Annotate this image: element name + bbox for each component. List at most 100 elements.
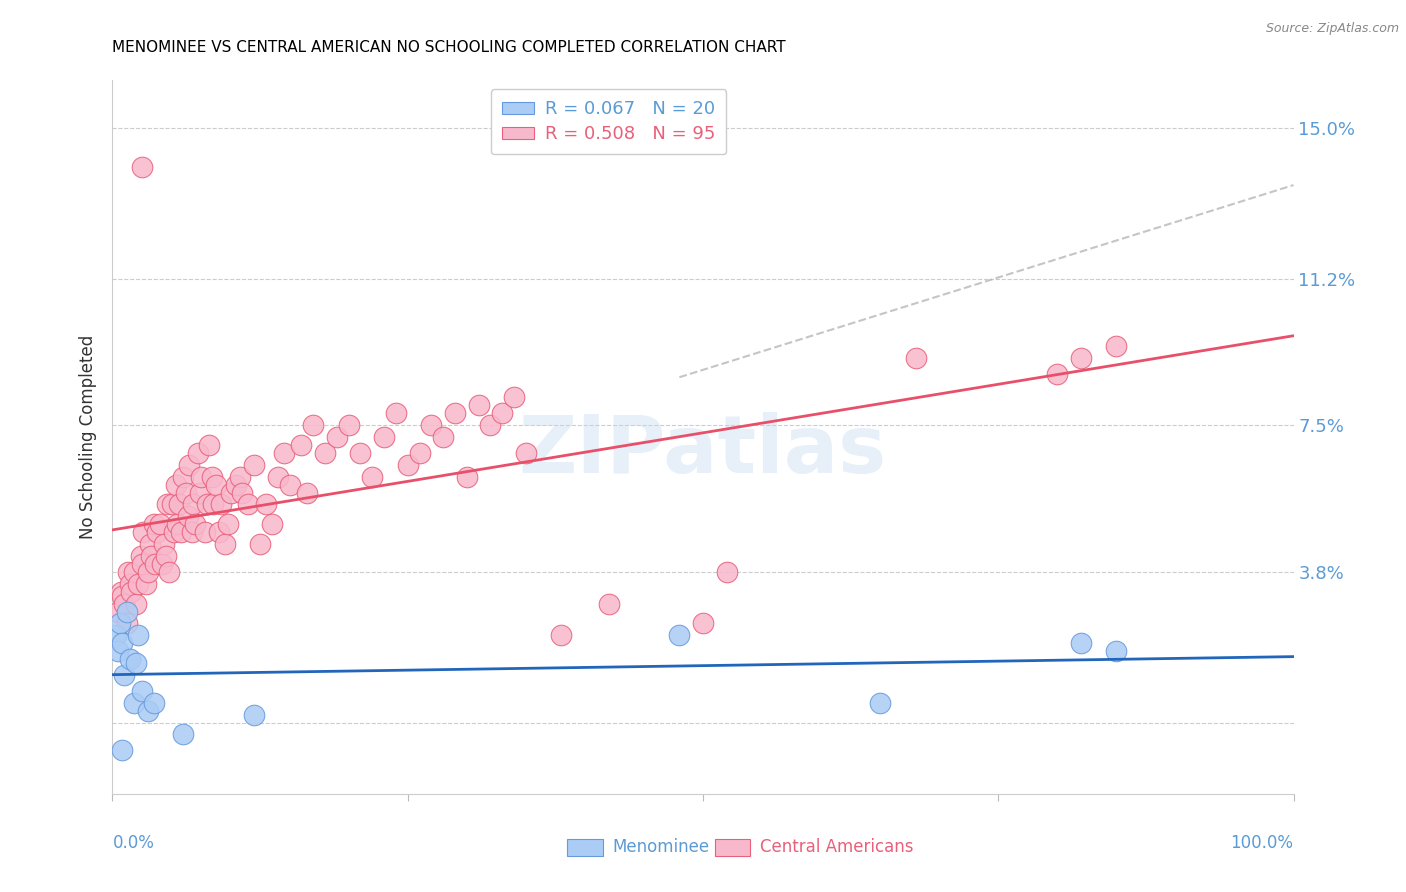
Point [117,565,139,579]
Point [115,616,138,631]
Point [225,477,247,491]
Point [156,498,179,512]
Text: Menominee: Menominee [612,838,709,856]
Point [194,525,217,540]
Point [157,565,180,579]
Point [125,656,148,670]
Bar [567,838,603,856]
Point [515,446,537,460]
Point [598,597,620,611]
Point [180,525,202,540]
Point [208,525,231,540]
Point [214,537,236,551]
Point [373,430,395,444]
Point [326,430,349,444]
Point [297,485,319,500]
Point [456,469,478,483]
Point [155,549,177,563]
Point [188,485,211,500]
Point [181,498,204,512]
Point [120,584,142,599]
Point [349,446,371,460]
Point [1046,367,1069,381]
Point [107,644,129,658]
Point [150,557,173,571]
Point [1070,636,1092,650]
Point [141,549,163,563]
Point [337,418,360,433]
Text: Central Americans: Central Americans [759,838,912,856]
Point [131,161,153,175]
Point [201,469,224,483]
Point [273,446,295,460]
Point [170,525,193,540]
Point [198,438,221,452]
Point [302,418,325,433]
Point [396,458,419,472]
Point [550,628,572,642]
Point [112,668,135,682]
Text: 0.0%: 0.0% [112,833,155,852]
Point [491,406,513,420]
Text: MENOMINEE VS CENTRAL AMERICAN NO SCHOOLING COMPLETED CORRELATION CHART: MENOMINEE VS CENTRAL AMERICAN NO SCHOOLI… [112,40,786,55]
Bar [714,838,751,856]
Point [111,743,134,757]
Point [110,584,132,599]
Point [692,616,714,631]
Point [229,469,252,483]
Point [172,727,194,741]
Point [314,446,336,460]
Point [668,628,690,642]
Point [219,485,242,500]
Y-axis label: No Schooling Completed: No Schooling Completed [79,335,97,539]
Point [166,517,188,532]
Point [190,469,212,483]
Text: 100.0%: 100.0% [1230,833,1294,852]
Point [432,430,454,444]
Point [231,485,253,500]
Point [179,458,201,472]
Point [238,498,260,512]
Point [131,557,153,571]
Point [122,696,145,710]
Point [249,537,271,551]
Point [107,605,129,619]
Point [243,458,266,472]
Point [136,565,159,579]
Point [174,485,197,500]
Legend: R = 0.067   N = 20, R = 0.508   N = 95: R = 0.067 N = 20, R = 0.508 N = 95 [491,89,727,154]
Point [467,398,489,412]
Point [1070,351,1092,365]
Point [153,537,176,551]
Point [217,517,239,532]
Point [290,438,312,452]
Point [111,589,134,603]
Point [184,517,207,532]
Point [186,446,208,460]
Point [420,418,443,433]
Point [146,525,169,540]
Point [127,576,149,591]
Point [260,517,283,532]
Point [167,498,190,512]
Point [716,565,738,579]
Point [132,525,155,540]
Point [135,576,157,591]
Point [1105,339,1128,353]
Point [904,351,927,365]
Point [209,498,232,512]
Point [120,652,142,666]
Point [165,477,187,491]
Point [163,525,186,540]
Point [131,683,153,698]
Point [385,406,408,420]
Point [160,498,183,512]
Point [112,597,135,611]
Point [129,549,152,563]
Point [127,628,149,642]
Point [142,696,165,710]
Point [105,628,128,642]
Text: Source: ZipAtlas.com: Source: ZipAtlas.com [1265,22,1399,36]
Point [361,469,384,483]
Point [444,406,467,420]
